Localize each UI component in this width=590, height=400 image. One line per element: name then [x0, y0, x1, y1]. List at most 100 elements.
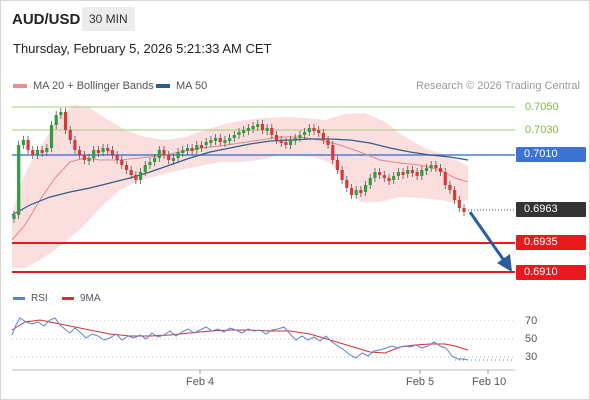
candle-body: [424, 168, 429, 171]
symbol-title: AUD/USD: [12, 11, 81, 28]
forecast-arrow: [468, 211, 512, 272]
candle-body: [237, 132, 241, 135]
bollinger-band: [12, 105, 468, 268]
legend-rsi-label: RSI: [31, 293, 48, 304]
resistance-2-label: 0.7050: [525, 101, 559, 113]
candle-body: [138, 172, 143, 180]
candle-body: [242, 130, 246, 133]
legend-ma50-label: MA 50: [176, 80, 208, 92]
candle-body: [12, 215, 16, 219]
candle-body: [157, 150, 161, 158]
candle-body: [378, 172, 382, 175]
candle-body: [176, 152, 180, 158]
rsi-axis-30: 30: [525, 351, 538, 363]
candle-body: [448, 185, 452, 190]
rsi-axis-50: 50: [525, 333, 538, 345]
candle-body: [345, 180, 349, 188]
candle-body: [148, 162, 152, 165]
candle-body: [181, 150, 185, 153]
rsi-ma-line: [11, 319, 469, 354]
candle-body: [68, 130, 72, 140]
candle-body: [101, 148, 105, 152]
candle-body: [401, 172, 405, 175]
last-price-label: 0.6963: [516, 202, 586, 217]
candle-body: [368, 178, 372, 185]
candle-body: [26, 140, 30, 150]
candle-body: [363, 185, 368, 192]
candle-body: [307, 128, 311, 132]
candle-body: [21, 140, 25, 145]
candle-body: [279, 140, 283, 143]
candle-body: [190, 148, 194, 151]
timeframe-badge[interactable]: 30 MIN: [82, 7, 135, 31]
candle-body: [223, 140, 227, 143]
candle-body: [35, 150, 40, 155]
candle-body: [288, 140, 293, 145]
candle-body: [438, 168, 443, 172]
candle-body: [260, 124, 265, 130]
rsi-swatch: [13, 297, 25, 300]
rsi-line: [11, 317, 469, 361]
candle-body: [110, 150, 115, 155]
ma50-swatch: [156, 84, 170, 88]
legend-ma50: MA 50: [156, 80, 207, 92]
candle-body: [185, 148, 190, 151]
candle-body: [443, 172, 447, 185]
candle-body: [87, 158, 91, 161]
candle-body: [434, 165, 438, 168]
candle-body: [49, 125, 54, 148]
candle-body: [92, 150, 96, 158]
support-2-label: 0.6910: [516, 265, 586, 280]
candle-body: [213, 138, 218, 141]
candle-body: [251, 126, 255, 129]
candle-body: [45, 148, 49, 152]
research-credit: Research © 2026 Trading Central: [415, 80, 580, 92]
candle-body: [392, 176, 396, 180]
candle-body: [274, 135, 279, 140]
candle-body: [134, 175, 138, 180]
candle-body: [303, 132, 307, 135]
bollinger-swatch: [13, 84, 27, 88]
candle-body: [246, 128, 250, 131]
candle-body: [382, 175, 386, 178]
pivot-label: 0.7010: [516, 147, 586, 162]
candle-body: [359, 190, 363, 193]
candle-body: [256, 124, 260, 127]
candle-body: [59, 112, 63, 115]
candle-body: [340, 170, 344, 180]
candle-body: [124, 165, 129, 170]
candle-body: [120, 160, 124, 165]
resistance-1-label: 0.7030: [525, 124, 559, 136]
rsi-axis-70: 70: [525, 315, 538, 327]
candle-body: [106, 148, 110, 151]
candle-body: [453, 190, 457, 200]
candle-body: [457, 200, 461, 208]
candle-body: [298, 135, 302, 138]
candle-body: [218, 138, 222, 142]
candle-body: [312, 128, 316, 131]
candle-body: [420, 170, 424, 176]
candle-body: [167, 155, 171, 160]
candle-body: [73, 140, 77, 150]
candle-body: [326, 140, 330, 145]
ma50-line: [11, 138, 469, 216]
candle-body: [335, 160, 340, 170]
legend-9ma: 9MA: [62, 293, 101, 304]
candle-body: [270, 128, 274, 135]
x-label-feb4: Feb 4: [186, 376, 215, 388]
timestamp: Thursday, February 5, 2026 5:21:33 AM CE…: [13, 41, 272, 56]
legend-bollinger: MA 20 + Bollinger Bands: [13, 80, 154, 92]
candle-body: [63, 112, 68, 130]
candle-body: [31, 150, 35, 155]
candle-body: [429, 165, 433, 168]
candle-body: [17, 145, 21, 215]
candle-body: [331, 145, 335, 160]
candle-body: [54, 115, 58, 125]
candle-body: [40, 150, 44, 153]
candle-body: [129, 170, 133, 175]
candle-body: [406, 170, 410, 174]
candle-body: [317, 130, 321, 133]
candle-body: [96, 150, 100, 153]
candle-body: [153, 158, 157, 162]
candle-body: [321, 133, 325, 140]
